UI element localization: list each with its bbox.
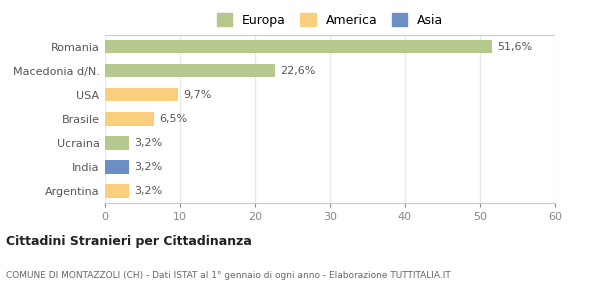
Bar <box>105 64 275 77</box>
Bar <box>105 40 492 53</box>
Text: COMUNE DI MONTAZZOLI (CH) - Dati ISTAT al 1° gennaio di ogni anno - Elaborazione: COMUNE DI MONTAZZOLI (CH) - Dati ISTAT a… <box>6 271 451 280</box>
Bar <box>105 184 129 197</box>
Bar <box>105 88 178 102</box>
Bar <box>105 136 129 150</box>
Legend: Europa, America, Asia: Europa, America, Asia <box>213 9 447 30</box>
Text: 22,6%: 22,6% <box>280 66 315 76</box>
Text: 51,6%: 51,6% <box>497 42 532 52</box>
Text: 3,2%: 3,2% <box>134 138 163 148</box>
Bar <box>105 112 154 126</box>
Text: 6,5%: 6,5% <box>159 114 187 124</box>
Bar <box>105 160 129 173</box>
Text: 3,2%: 3,2% <box>134 162 163 172</box>
Text: Cittadini Stranieri per Cittadinanza: Cittadini Stranieri per Cittadinanza <box>6 235 252 248</box>
Text: 3,2%: 3,2% <box>134 186 163 196</box>
Text: 9,7%: 9,7% <box>183 90 211 100</box>
